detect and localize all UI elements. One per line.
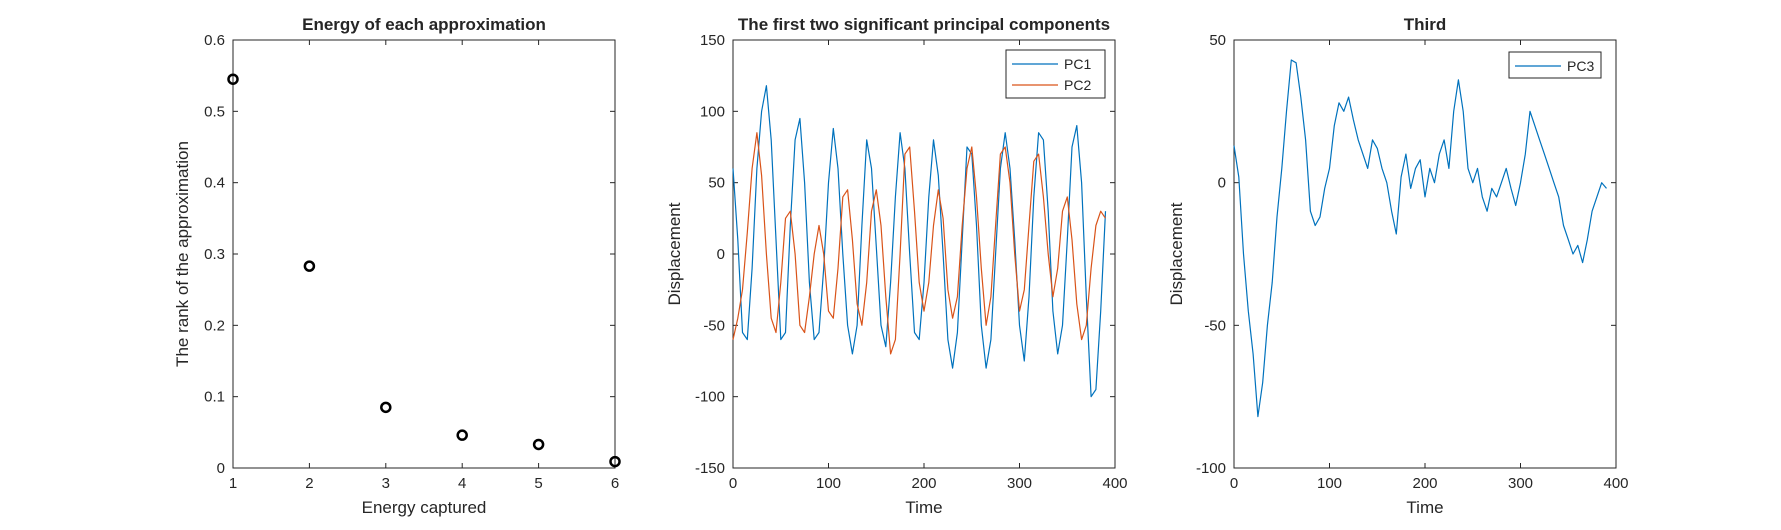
y-tick-label: 150 [700,32,725,49]
chart-panel-3: 0 100 200 300 400 -100 -50 0 50 Third Time Displace… [1167,15,1629,517]
x-tick-label: 300 [1007,475,1032,492]
x-tick-label: 4 [458,475,466,492]
x-tick-label: 6 [611,475,619,492]
y-tick-label: -100 [695,389,725,406]
y-tick-label: 0.3 [204,246,225,263]
x-tick-label: 200 [911,475,936,492]
axes-box [232,39,616,469]
y-tick-label: 0 [217,460,225,477]
y-tick-label: 0.6 [204,32,225,49]
y-tick-label: 50 [708,175,725,192]
axes-box [732,39,1116,469]
axes-box [1233,39,1617,469]
chart-title: Energy of each approximation [302,15,546,34]
chart-title: Third [1404,15,1447,34]
y-tick-label: -50 [703,317,725,334]
legend-box [1508,51,1602,79]
x-tick-label: 3 [382,475,390,492]
y-tick-label: 100 [700,103,725,120]
legend-label: PC3 [1567,58,1594,74]
data-point [532,438,545,451]
y-tick-label: 0.4 [204,175,225,192]
x-tick-label: 400 [1603,475,1628,492]
y-tick-label: -50 [1204,317,1226,334]
series-line-pc3 [1233,59,1607,418]
y-tick-label: 50 [1209,32,1226,49]
chart-panel-1: 1 2 3 4 5 6 0 0.1 0.2 0.3 0.4 0.5 0.6 Energy of each … [173,15,621,517]
y-axis-label: Displacement [1167,202,1186,305]
y-axis-label: The rank of the approximation [173,141,192,367]
data-point [609,455,621,468]
x-tick-label: 5 [534,475,542,492]
y-tick-label: -150 [695,460,725,477]
x-tick-label: 300 [1508,475,1533,492]
y-tick-label: 0 [1218,175,1226,192]
y-tick-label: 0.2 [204,317,225,334]
x-axis-label: Time [1406,498,1443,517]
x-axis-label: Time [905,498,942,517]
x-tick-label: 200 [1412,475,1437,492]
data-point [303,260,316,272]
y-axis-label: Displacement [665,202,684,305]
x-tick-label: 0 [729,475,737,492]
x-tick-label: 100 [816,475,841,492]
data-point [456,429,468,441]
y-tick-label: 0 [717,246,725,263]
x-tick-label: 2 [305,475,313,492]
legend: PC3 [1508,51,1602,79]
y-tick-label: 0.1 [204,389,225,406]
y-tick-label: 0.5 [204,103,225,120]
chart-panel-2: 0 100 200 300 400 -150 -100 -50 0 50 100 150 The fir… [665,15,1128,517]
x-tick-label: 0 [1230,475,1238,492]
x-tick-label: 400 [1102,475,1127,492]
legend-label: PC2 [1064,77,1091,93]
legend-label: PC1 [1064,56,1091,72]
legend-box [1005,49,1106,99]
chart-title: The first two significant principal comp… [738,15,1110,34]
x-tick-label: 100 [1317,475,1342,492]
y-tick-label: -100 [1196,460,1226,477]
data-point [227,73,239,85]
data-point [380,401,392,414]
series-line-pc1 [732,85,1107,398]
series-line-pc2 [732,132,1106,355]
x-tick-label: 1 [229,475,237,492]
x-axis-label: Energy captured [362,498,487,517]
